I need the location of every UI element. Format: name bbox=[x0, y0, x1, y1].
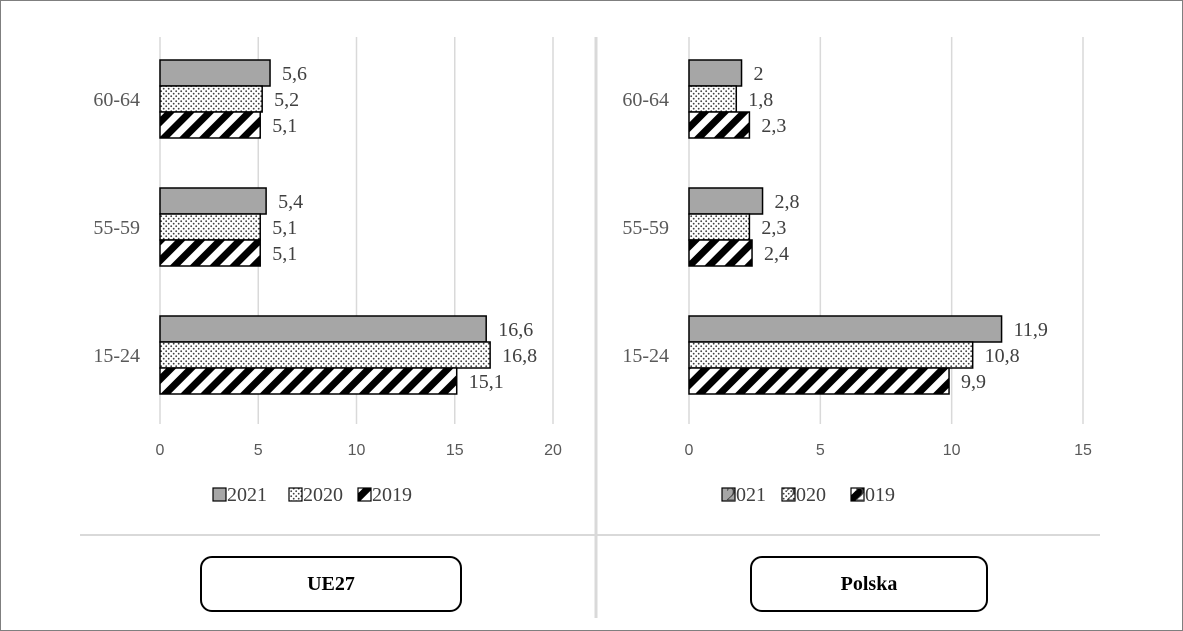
category-label: 60-64 bbox=[622, 89, 669, 111]
x-tick-label: 15 bbox=[1074, 442, 1092, 459]
data-label: 2,3 bbox=[761, 217, 786, 239]
data-label: 11,9 bbox=[1014, 319, 1048, 341]
category-label: 15-24 bbox=[622, 345, 669, 367]
bar-2020 bbox=[688, 213, 751, 241]
bar-2019 bbox=[688, 111, 751, 139]
legend-swatch-2019 bbox=[850, 487, 865, 502]
legend-swatch-2019 bbox=[357, 487, 372, 502]
legend-label: 2021 bbox=[726, 484, 766, 506]
bar-2020 bbox=[159, 85, 263, 113]
chart-ue27: 0 5 10 15 20 15-24 16,6 16,8 15,1 55-59 5,4 5,1 5,1 6… bbox=[93, 37, 562, 506]
legend-swatch-2020 bbox=[781, 487, 796, 502]
legend-swatch-2020 bbox=[288, 487, 303, 502]
x-tick-label: 10 bbox=[348, 442, 366, 459]
category-label: 55-59 bbox=[93, 217, 140, 239]
category-label: 55-59 bbox=[622, 217, 669, 239]
data-label: 5,4 bbox=[278, 191, 303, 213]
x-tick-label: 20 bbox=[544, 442, 562, 459]
bar-2019 bbox=[688, 367, 950, 395]
x-tick-label: 10 bbox=[943, 442, 961, 459]
legend-label: 2020 bbox=[786, 484, 826, 506]
data-label: 5,1 bbox=[272, 243, 297, 265]
legend-label: 2019 bbox=[372, 484, 412, 506]
x-tick-label: 5 bbox=[816, 442, 825, 459]
data-label: 5,1 bbox=[272, 217, 297, 239]
data-label: 15,1 bbox=[469, 371, 504, 393]
bar-2019 bbox=[159, 111, 261, 139]
bar-2021 bbox=[159, 187, 267, 215]
legend-swatch-2021 bbox=[212, 487, 227, 502]
chart-polska: 0 5 10 15 15-24 11,9 10,8 9,9 55-59 2,8 2,3 2,4 60-6… bbox=[622, 37, 1092, 506]
data-label: 2,4 bbox=[764, 243, 789, 265]
data-label: 5,1 bbox=[272, 115, 297, 137]
x-tick-label: 15 bbox=[446, 442, 464, 459]
bar-2019 bbox=[159, 239, 261, 267]
legend-label: 2021 bbox=[227, 484, 267, 506]
category-label: 60-64 bbox=[93, 89, 140, 111]
data-label: 5,2 bbox=[274, 89, 299, 111]
x-tick-label: 0 bbox=[156, 442, 165, 459]
data-label: 5,6 bbox=[282, 63, 307, 85]
data-label: 10,8 bbox=[985, 345, 1020, 367]
category-label: 15-24 bbox=[93, 345, 140, 367]
data-label: 2,8 bbox=[775, 191, 800, 213]
bar-2021 bbox=[688, 59, 743, 87]
data-label: 2,3 bbox=[761, 115, 786, 137]
bar-2021 bbox=[688, 315, 1003, 343]
legend-label: 2020 bbox=[303, 484, 343, 506]
bar-2021 bbox=[159, 315, 487, 343]
x-tick-label: 5 bbox=[254, 442, 263, 459]
bar-2021 bbox=[159, 59, 271, 87]
region-label-polska: Polska bbox=[750, 556, 988, 612]
bar-2020 bbox=[159, 341, 491, 369]
data-label: 16,8 bbox=[502, 345, 537, 367]
x-tick-label: 0 bbox=[685, 442, 694, 459]
bar-2020 bbox=[159, 213, 261, 241]
bar-2020 bbox=[688, 85, 738, 113]
legend-label: 2019 bbox=[855, 484, 895, 506]
data-label: 9,9 bbox=[961, 371, 986, 393]
data-label: 16,6 bbox=[498, 319, 533, 341]
region-label-ue27: UE27 bbox=[200, 556, 462, 612]
data-label: 1,8 bbox=[748, 89, 773, 111]
data-label: 2 bbox=[754, 63, 764, 85]
legend-swatch-2021 bbox=[721, 487, 736, 502]
bar-2020 bbox=[688, 341, 974, 369]
bar-2019 bbox=[159, 367, 458, 395]
bar-2021 bbox=[688, 187, 764, 215]
bar-2019 bbox=[688, 239, 753, 267]
